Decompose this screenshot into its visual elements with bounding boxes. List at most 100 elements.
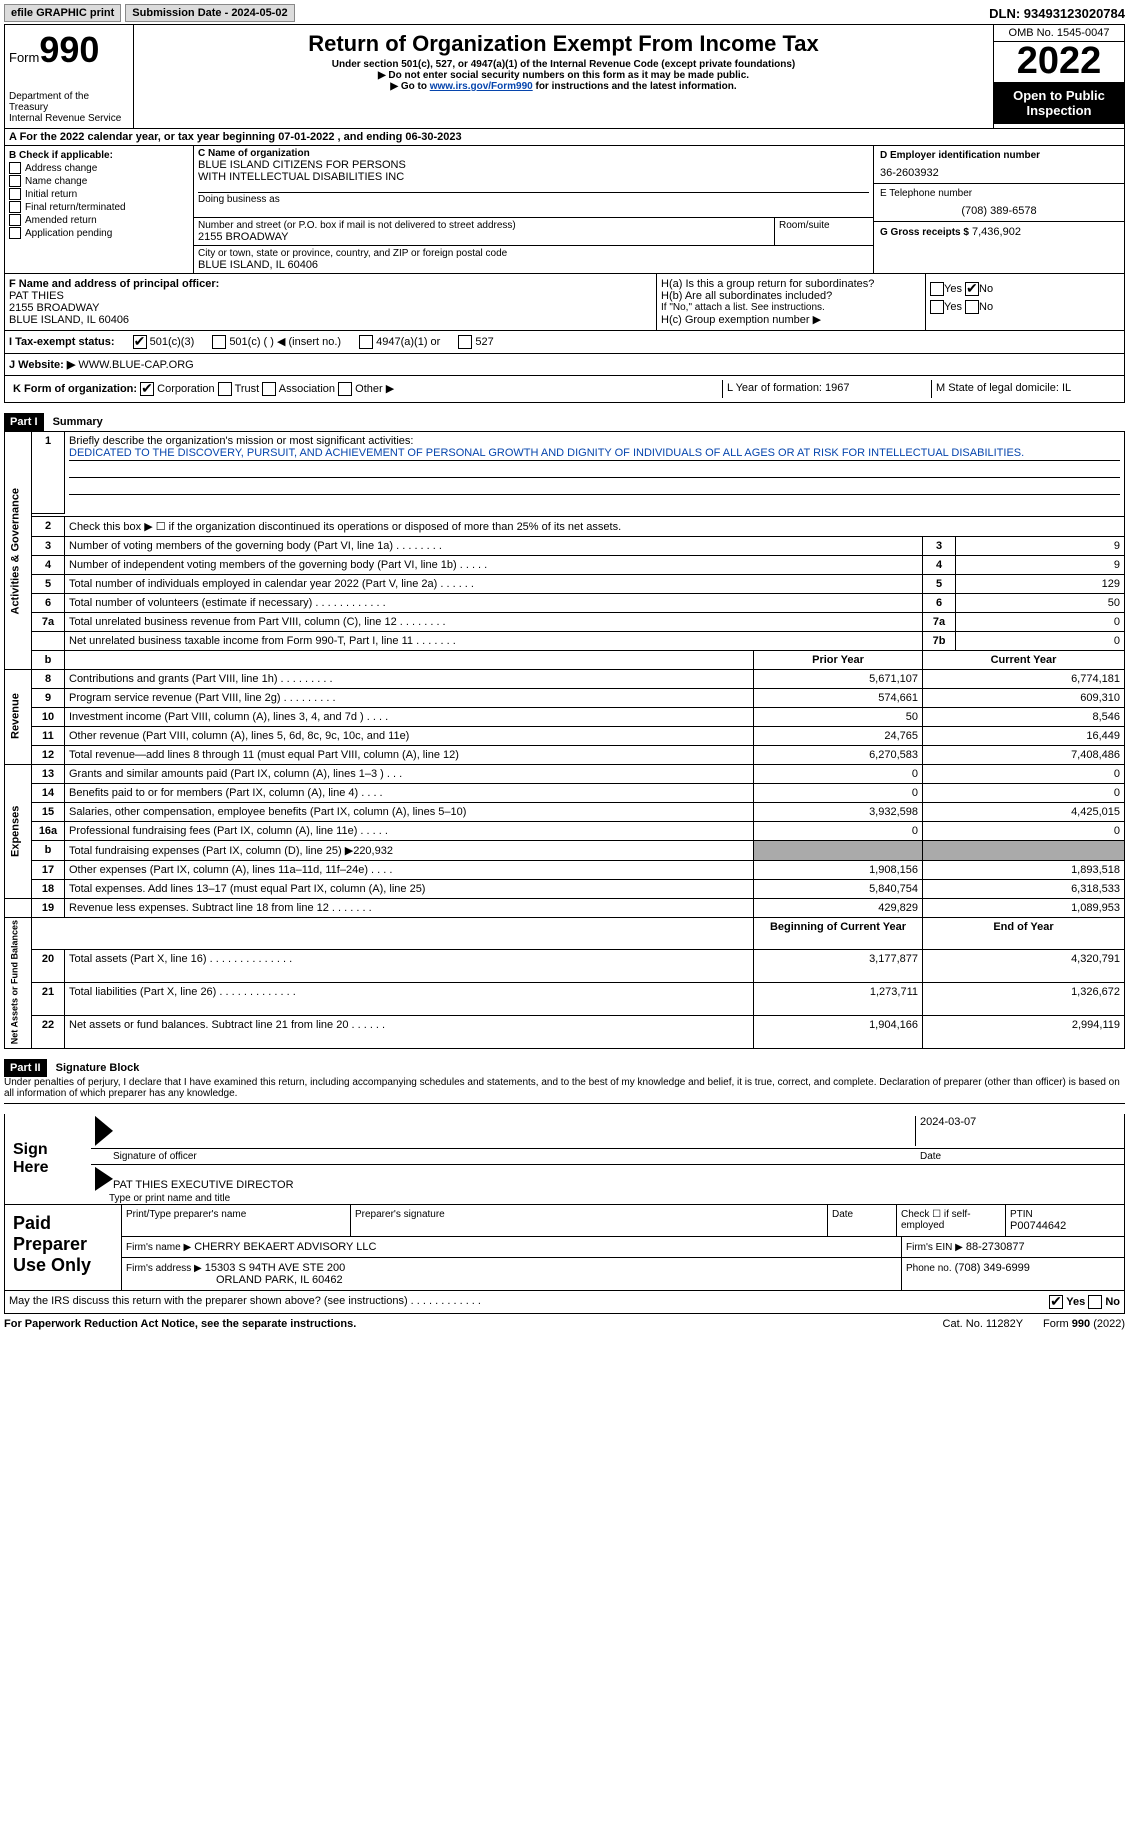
phone-label: Phone no. (906, 1263, 952, 1274)
q2-text: Check this box ▶ ☐ if the organization d… (65, 516, 1125, 536)
cb-application-pending[interactable] (9, 227, 21, 239)
summary-table: Activities & Governance 1 Briefly descri… (4, 431, 1125, 1049)
city-label: City or town, state or province, country… (198, 248, 869, 259)
prior-year-header: Prior Year (754, 650, 923, 669)
firm-ein-value: 88-2730877 (966, 1241, 1025, 1253)
row-f-h: F Name and address of principal officer:… (4, 273, 1125, 330)
officer-name-title: PAT THIES EXECUTIVE DIRECTOR (113, 1167, 1120, 1191)
current-year-header: Current Year (923, 650, 1125, 669)
cb-association[interactable] (262, 382, 276, 396)
efile-button[interactable]: efile GRAPHIC print (4, 4, 121, 22)
col-d-ids: D Employer identification number 36-2603… (874, 146, 1124, 273)
part-ii-label: Part II (4, 1059, 47, 1077)
perjury-statement: Under penalties of perjury, I declare th… (4, 1077, 1125, 1104)
sign-here-block: Sign Here 2024-03-07 Signature of office… (4, 1114, 1125, 1205)
street-address: 2155 BROADWAY (198, 231, 770, 243)
cb-address-change[interactable] (9, 162, 21, 174)
side-activities-gov: Activities & Governance (5, 432, 32, 670)
self-employed-check[interactable]: Check ☐ if self-employed (897, 1205, 1006, 1236)
row-i-status: I Tax-exempt status: 501(c)(3) 501(c) ( … (4, 330, 1125, 353)
officer-city: BLUE ISLAND, IL 60406 (9, 314, 652, 326)
addr-label: Number and street (or P.O. box if mail i… (198, 220, 770, 231)
hb-note: If "No," attach a list. See instructions… (661, 302, 921, 313)
hb-yes-box[interactable] (930, 300, 944, 314)
k-label: K Form of organization: (13, 383, 137, 395)
cb-4947[interactable] (359, 335, 373, 349)
cb-501c[interactable] (212, 335, 226, 349)
form-title: Return of Organization Exempt From Incom… (138, 31, 989, 57)
ha-yes-box[interactable] (930, 282, 944, 296)
cb-corporation[interactable] (140, 382, 154, 396)
prep-date-label: Date (828, 1205, 897, 1236)
city-value: BLUE ISLAND, IL 60406 (198, 259, 869, 271)
yes-label: Yes (944, 283, 962, 295)
open-inspection-badge: Open to Public Inspection (994, 82, 1124, 124)
officer-name: PAT THIES (9, 290, 652, 302)
website-url: WWW.BLUE-CAP.ORG (78, 359, 193, 371)
cb-501c3[interactable] (133, 335, 147, 349)
bcy-header: Beginning of Current Year (754, 917, 923, 950)
part-ii-title: Signature Block (50, 1059, 146, 1077)
firm-addr-1: 15303 S 94TH AVE STE 200 (205, 1262, 345, 1274)
cb-initial-return[interactable] (9, 188, 21, 200)
prep-sig-label: Preparer's signature (351, 1205, 828, 1236)
col-b-checkboxes: B Check if applicable: Address change Na… (5, 146, 194, 273)
firm-name-value: CHERRY BEKAERT ADVISORY LLC (194, 1241, 376, 1253)
officer-label: F Name and address of principal officer: (9, 278, 652, 290)
sig-officer-label: Signature of officer (113, 1151, 920, 1162)
print-name-label: Print/Type preparer's name (122, 1205, 351, 1236)
cb-trust[interactable] (218, 382, 232, 396)
part-i-title: Summary (47, 413, 109, 431)
cb-other[interactable] (338, 382, 352, 396)
room-suite-label: Room/suite (779, 220, 869, 231)
firm-addr-2: ORLAND PARK, IL 60462 (126, 1274, 343, 1286)
arrow-icon (95, 1116, 113, 1146)
ha-no-box[interactable] (965, 282, 979, 296)
discuss-no[interactable] (1088, 1295, 1102, 1309)
discuss-text: May the IRS discuss this return with the… (9, 1295, 1049, 1309)
subtitle-3: ▶ Go to www.irs.gov/Form990 for instruct… (138, 81, 989, 92)
side-revenue: Revenue (5, 669, 32, 764)
subtitle-2: ▶ Do not enter social security numbers o… (138, 70, 989, 81)
type-name-label: Type or print name and title (91, 1193, 1124, 1204)
no-label: No (979, 283, 993, 295)
sign-here-label: Sign Here (5, 1114, 91, 1204)
side-expenses: Expenses (5, 764, 32, 898)
subtitle-1: Under section 501(c), 527, or 4947(a)(1)… (138, 59, 989, 70)
hb-no-box[interactable] (965, 300, 979, 314)
ptin-value: P00744642 (1010, 1220, 1120, 1232)
dln-number: DLN: 93493123020784 (989, 6, 1125, 21)
q2-num: 2 (32, 516, 65, 536)
form-number: Form990 (9, 29, 129, 71)
date-label: Date (920, 1151, 1120, 1162)
q1-num: 1 (32, 432, 65, 514)
form-label: Form (9, 50, 39, 65)
firm-addr-label: Firm's address ▶ (126, 1263, 202, 1274)
l-year-formation: L Year of formation: 1967 (722, 380, 931, 398)
phone-value: (708) 349-6999 (955, 1262, 1030, 1274)
part-i-label: Part I (4, 413, 44, 431)
submission-date: Submission Date - 2024-05-02 (125, 4, 294, 22)
i-label: I Tax-exempt status: (9, 336, 115, 348)
tel-label: E Telephone number (880, 188, 1118, 199)
col-b-title: B Check if applicable: (9, 150, 189, 161)
ein-value: 36-2603932 (880, 167, 1118, 179)
cat-number: Cat. No. 11282Y (943, 1318, 1024, 1330)
cb-name-change[interactable] (9, 175, 21, 187)
row-a-tax-year: A For the 2022 calendar year, or tax yea… (4, 129, 1125, 146)
form-header: Form990 Department of the Treasury Inter… (4, 24, 1125, 129)
j-label: J Website: ▶ (9, 359, 75, 371)
form-ref: Form 990 (2022) (1043, 1318, 1125, 1330)
cb-amended[interactable] (9, 214, 21, 226)
bcd-section: B Check if applicable: Address change Na… (4, 146, 1125, 273)
discuss-yes[interactable] (1049, 1295, 1063, 1309)
row-klm: K Form of organization: Corporation Trus… (4, 375, 1125, 403)
part-i-header: Part I Summary (4, 403, 1125, 431)
part-ii-header: Part II Signature Block (4, 1049, 1125, 1077)
side-net-assets: Net Assets or Fund Balances (5, 917, 32, 1048)
cb-527[interactable] (458, 335, 472, 349)
hb-subordinates: H(b) Are all subordinates included? (661, 290, 921, 302)
irs-gov-link[interactable]: www.irs.gov/Form990 (430, 81, 533, 92)
cb-final-return[interactable] (9, 201, 21, 213)
top-bar: efile GRAPHIC print Submission Date - 20… (4, 4, 1125, 22)
